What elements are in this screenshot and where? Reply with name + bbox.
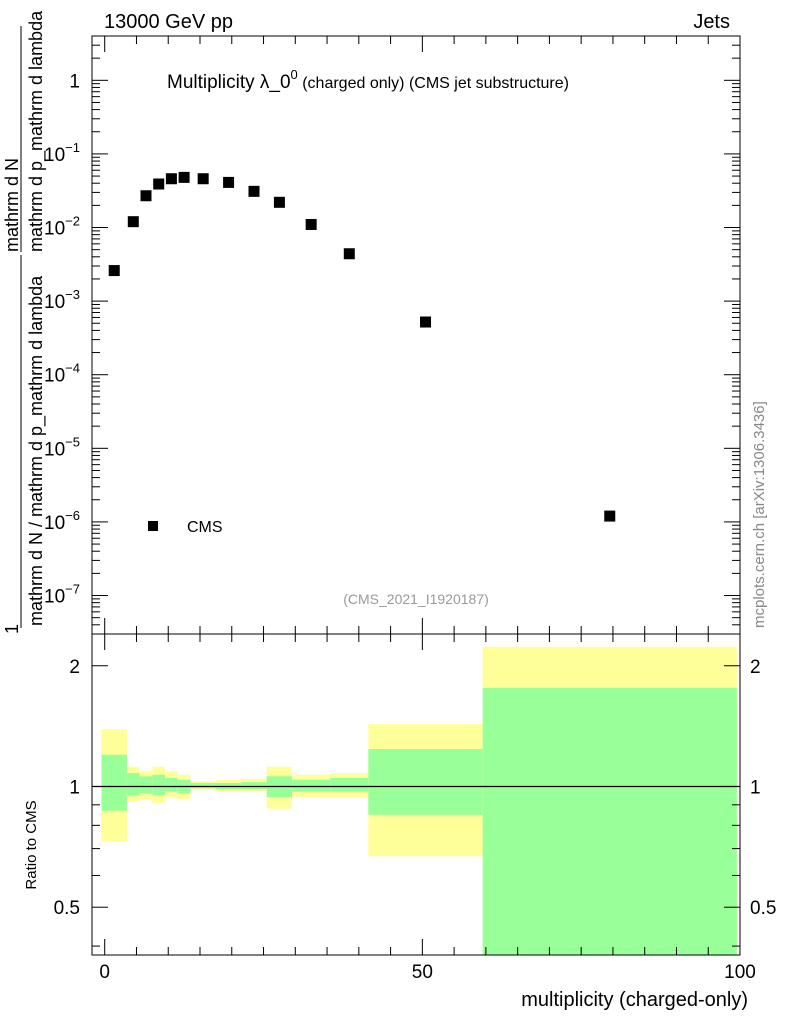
ratio-band-green-6: [190, 783, 216, 789]
main-ytick-label: 10−5: [44, 434, 80, 460]
side-label: mcplots.cern.ch [arXiv:1306.3436]: [751, 401, 768, 628]
ratio-band-green-0: [101, 754, 127, 811]
legend: CMS: [148, 519, 223, 536]
main-title: Multiplicity λ_00 (charged only) (CMS je…: [167, 67, 569, 93]
legend-marker: [148, 521, 158, 531]
ratio-ylabel: Ratio to CMS: [23, 800, 40, 889]
main-title-rest: (charged only) (CMS jet substructure): [298, 75, 569, 92]
main-ytick-label: 10−1: [44, 140, 80, 166]
main-ylabel-1-bottom: mathrm d N / mathrm d p_mathrm d lambda: [26, 275, 47, 626]
main-points: [108, 171, 616, 522]
data-point-4: [165, 173, 177, 185]
ratio-frame: [91, 633, 741, 956]
data-point-12: [420, 316, 432, 328]
data-point-6: [197, 173, 209, 185]
axes: 10−7 10−6 10−5 10−4 10−3 10−2 10−1 1 0 50 100 0.5 0.…: [44, 35, 776, 983]
main-ytick-label: 10−7: [44, 582, 80, 608]
main-ytick-label: 1: [69, 71, 80, 92]
ratio-ytick-label-left: 2: [69, 657, 80, 678]
xtick-label: 0: [99, 962, 110, 983]
ratio-band-green-1: [126, 773, 140, 796]
ratio-band-green-3: [152, 774, 166, 796]
header-right: Jets: [693, 11, 730, 33]
ratio-bands: [92, 646, 740, 955]
legend-label: CMS: [187, 519, 223, 536]
data-point-5: [178, 171, 190, 183]
data-point-1: [127, 216, 139, 228]
data-point-7: [223, 176, 235, 188]
ratio-ytick-label-right: 1: [750, 777, 761, 798]
main-ylabel-2-top: mathrm d N: [2, 158, 22, 252]
main-ylabel: 1 mathrm d N / mathrm d p_mathrm d lambd…: [2, 10, 47, 634]
xtick-label: 100: [724, 962, 756, 983]
ratio-band-green-10: [292, 779, 331, 792]
xtick-label: 50: [412, 962, 433, 983]
data-point-10: [305, 218, 317, 230]
x-axis-label: multiplicity (charged-only): [521, 989, 748, 1011]
ratio-band-green-8: [241, 782, 267, 790]
data-point-3: [153, 178, 165, 190]
ratio-band-green-13: [482, 688, 737, 955]
main-title-sup: 0: [291, 67, 298, 82]
ratio-ytick-label-right: 0.5: [750, 898, 776, 919]
data-point-0: [108, 265, 120, 277]
main-ylabel-1-top: 1: [2, 624, 22, 634]
data-point-8: [248, 185, 260, 197]
ratio-ytick-label-right: 2: [750, 657, 761, 678]
main-ytick-label: 10−2: [44, 214, 80, 240]
main-ylabel-2-bottom: mathrm d p_mathrm d lambda: [26, 10, 47, 252]
main-title-main: Multiplicity λ_0: [167, 72, 291, 93]
main-ytick-label: 10−6: [44, 508, 80, 534]
watermark: (CMS_2021_I1920187): [343, 591, 489, 607]
ratio-ytick-label-left: 1: [69, 777, 80, 798]
ratio-band-green-2: [139, 776, 153, 794]
header-left: 13000 GeV pp: [104, 11, 233, 33]
main-frame: [91, 35, 741, 635]
ratio-ytick-label-left: 0.5: [54, 898, 80, 919]
main-ytick-label: 10−3: [44, 287, 80, 313]
data-point-9: [273, 196, 285, 208]
data-point-2: [140, 190, 152, 202]
ratio-band-green-11: [330, 777, 369, 792]
data-point-13: [604, 510, 616, 522]
ratio-band-green-4: [165, 777, 178, 792]
main-ytick-label: 10−4: [44, 361, 80, 387]
ratio-band-green-12: [368, 749, 483, 815]
data-point-11: [343, 248, 355, 260]
